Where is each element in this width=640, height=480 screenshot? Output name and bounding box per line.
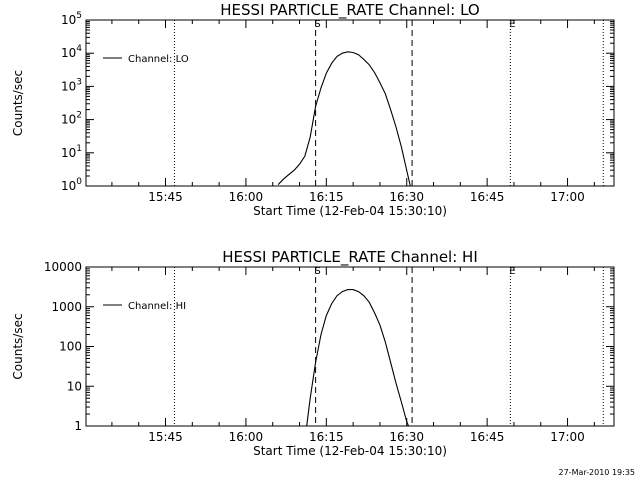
y-tick-label: 10 <box>67 379 82 393</box>
legend-entry: Channel: HI <box>128 301 186 312</box>
chart-title: HESSI PARTICLE_RATE Channel: HI <box>222 248 478 267</box>
x-tick-label: 15:45 <box>148 430 183 444</box>
y-tick-label: 100 <box>59 340 82 354</box>
series-line <box>306 289 410 427</box>
y-axis-label: Counts/sec <box>11 313 25 379</box>
x-tick-label: 16:15 <box>309 190 344 204</box>
x-tick-label: 17:00 <box>550 430 585 444</box>
chart-title: HESSI PARTICLE_RATE Channel: LO <box>220 1 479 20</box>
x-axis-label: Start Time (12-Feb-04 15:30:10) <box>253 444 447 458</box>
x-tick-label: 16:15 <box>309 430 344 444</box>
series-line <box>277 51 411 187</box>
y-tick-label: 100 <box>61 177 82 193</box>
x-tick-label: 16:45 <box>470 430 505 444</box>
x-tick-label: 17:00 <box>550 190 585 204</box>
y-tick-label: 101 <box>61 144 82 160</box>
x-tick-label: 16:30 <box>389 430 424 444</box>
x-axis-label: Start Time (12-Feb-04 15:30:10) <box>253 204 447 218</box>
plot-frame <box>85 266 615 427</box>
x-tick-label: 16:00 <box>229 190 264 204</box>
marker-label: S <box>314 266 320 277</box>
x-tick-label: 16:45 <box>470 190 505 204</box>
marker-label: E <box>509 266 515 277</box>
y-tick-label: 1 <box>74 419 82 433</box>
marker-label: S <box>314 19 320 30</box>
x-tick-label: 15:45 <box>148 190 183 204</box>
y-tick-label: 105 <box>61 11 82 27</box>
x-tick-label: 16:30 <box>389 190 424 204</box>
legend-entry: Channel: LO <box>128 54 189 65</box>
y-tick-label: 102 <box>61 111 82 127</box>
plot-frame <box>85 19 615 187</box>
y-tick-label: 1000 <box>51 300 82 314</box>
chart-panel-1: HESSI PARTICLE_RATE Channel: LO 15:45 16:0… <box>11 1 615 218</box>
y-tick-label: 103 <box>61 77 82 93</box>
x-tick-label: 16:00 <box>229 430 264 444</box>
y-tick-label: 10000 <box>44 260 82 274</box>
y-axis-label: Counts/sec <box>11 70 25 136</box>
chart-panel-2: HESSI PARTICLE_RATE Channel: HI 15:45 16:0… <box>11 248 615 458</box>
plot-timestamp: 27-Mar-2010 19:35 <box>559 468 636 477</box>
y-tick-label: 104 <box>61 44 82 60</box>
marker-label: E <box>509 19 515 30</box>
